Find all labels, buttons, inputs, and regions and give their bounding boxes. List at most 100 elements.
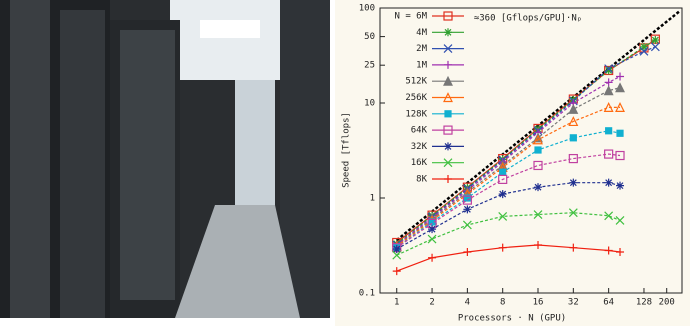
marker bbox=[650, 42, 660, 52]
chart: Processors · N (GPU) Speed [Tflops] ≈360… bbox=[335, 0, 690, 326]
marker bbox=[534, 146, 542, 154]
marker bbox=[616, 129, 624, 137]
marker bbox=[534, 183, 543, 192]
marker bbox=[616, 248, 625, 257]
legend-label: 1M bbox=[416, 60, 427, 70]
marker bbox=[604, 178, 613, 187]
marker bbox=[604, 211, 614, 221]
marker bbox=[604, 66, 613, 75]
marker bbox=[463, 248, 472, 257]
y-tick-label: 1 bbox=[370, 194, 375, 204]
legend-label: N = 6M bbox=[394, 12, 427, 22]
x-axis-label: Processors · N (GPU) bbox=[458, 314, 566, 324]
x-tick-label: 16 bbox=[533, 298, 544, 308]
marker bbox=[639, 42, 648, 51]
x-tick-label: 32 bbox=[568, 298, 579, 308]
marker bbox=[616, 72, 625, 81]
annotation: ≈360 [Gflops/GPU]·Nₚ bbox=[474, 14, 582, 24]
marker bbox=[605, 127, 613, 135]
legend-marker bbox=[443, 75, 453, 86]
marker bbox=[533, 160, 543, 171]
marker bbox=[615, 216, 625, 225]
marker bbox=[569, 134, 577, 142]
series-line bbox=[396, 244, 621, 272]
legend-label: 32K bbox=[411, 142, 428, 152]
y-axis-label: Speed [Tflops] bbox=[342, 112, 352, 188]
legend-label: 128K bbox=[405, 109, 427, 119]
marker bbox=[462, 220, 472, 230]
series-line bbox=[396, 212, 621, 256]
legend-marker bbox=[443, 11, 453, 21]
marker bbox=[428, 253, 437, 262]
marker bbox=[498, 190, 507, 199]
marker bbox=[498, 174, 508, 184]
marker bbox=[533, 134, 543, 145]
legend-label: 8K bbox=[416, 175, 427, 185]
marker bbox=[604, 64, 614, 74]
x-tick-label: 200 bbox=[659, 298, 675, 308]
marker bbox=[463, 205, 472, 214]
legend-marker bbox=[443, 158, 453, 168]
marker bbox=[615, 82, 625, 93]
marker bbox=[603, 85, 614, 96]
series-line bbox=[396, 75, 621, 246]
marker bbox=[569, 178, 578, 187]
legend-marker bbox=[444, 28, 452, 37]
legend-marker bbox=[444, 175, 452, 183]
marker bbox=[569, 243, 578, 252]
x-tick-label: 128 bbox=[636, 298, 652, 308]
marker bbox=[568, 116, 579, 127]
chart-background bbox=[335, 0, 690, 326]
marker bbox=[534, 241, 543, 250]
marker bbox=[604, 149, 614, 159]
y-tick-label: 0.1 bbox=[359, 289, 375, 299]
marker bbox=[651, 36, 660, 45]
x-tick-label: 64 bbox=[603, 298, 614, 308]
x-tick-label: 4 bbox=[465, 298, 470, 308]
series-line bbox=[396, 130, 621, 249]
legend-label: 16K bbox=[411, 158, 428, 168]
marker bbox=[616, 181, 625, 190]
legend-label: 256K bbox=[405, 93, 427, 103]
legend-label: 4M bbox=[416, 28, 427, 38]
marker bbox=[639, 46, 649, 56]
legend-label: 512K bbox=[405, 77, 427, 87]
marker bbox=[604, 78, 613, 87]
series-line bbox=[396, 153, 621, 249]
y-tick-label: 100 bbox=[359, 4, 375, 14]
marker bbox=[604, 246, 613, 255]
marker bbox=[498, 243, 507, 252]
y-tick-label: 10 bbox=[364, 99, 375, 109]
y-tick-label: 50 bbox=[364, 32, 375, 42]
marker bbox=[615, 102, 625, 112]
marker bbox=[428, 225, 437, 234]
series-line bbox=[396, 182, 621, 250]
marker bbox=[499, 168, 507, 176]
x-tick-label: 2 bbox=[429, 298, 434, 308]
marker bbox=[463, 194, 471, 202]
marker bbox=[462, 195, 472, 205]
marker bbox=[392, 245, 401, 254]
x-tick-label: 1 bbox=[394, 298, 399, 308]
marker bbox=[427, 234, 437, 244]
plot-frame bbox=[379, 7, 683, 294]
legend-label: 64K bbox=[411, 126, 428, 136]
marker bbox=[392, 250, 402, 260]
series-line bbox=[396, 87, 621, 247]
marker bbox=[603, 102, 614, 112]
legend-label: 2M bbox=[416, 44, 427, 54]
marker bbox=[533, 210, 543, 219]
legend-marker bbox=[444, 60, 452, 69]
marker bbox=[498, 211, 508, 221]
photo bbox=[0, 0, 330, 318]
marker bbox=[392, 267, 401, 276]
marker bbox=[568, 103, 579, 114]
series-line bbox=[396, 106, 621, 247]
legend-marker bbox=[443, 92, 453, 103]
legend-marker bbox=[443, 125, 453, 135]
x-tick-label: 8 bbox=[500, 298, 505, 308]
marker bbox=[568, 153, 578, 164]
marker bbox=[615, 150, 625, 161]
legend-marker bbox=[444, 110, 452, 118]
